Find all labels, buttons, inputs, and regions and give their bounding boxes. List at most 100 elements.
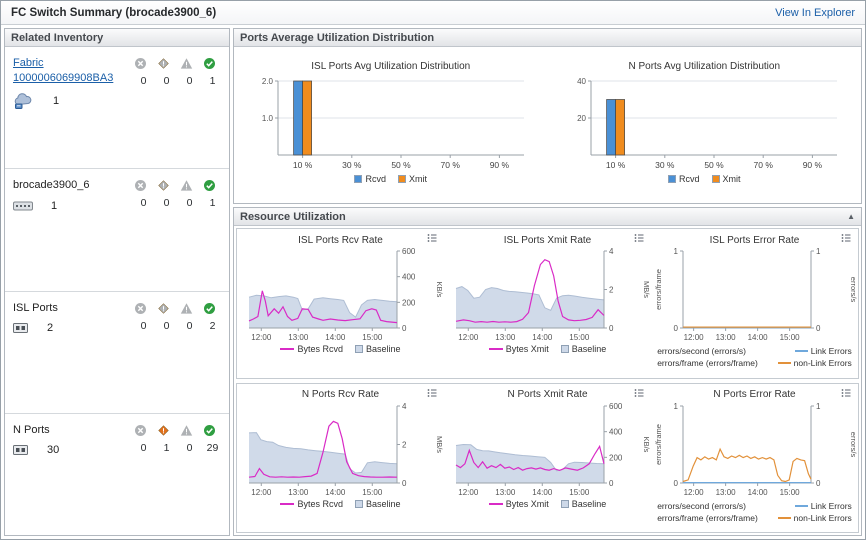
- svg-text:0: 0: [673, 479, 678, 488]
- chart-title: ISL Ports Rcv Rate: [298, 234, 383, 246]
- healthy-status-icon: [203, 57, 222, 70]
- degraded-status-icon: [180, 57, 199, 70]
- svg-text:15:00: 15:00: [779, 333, 800, 342]
- svg-text:13:00: 13:00: [288, 488, 309, 497]
- chart-settings-icon[interactable]: [634, 388, 644, 398]
- chart-title: N Ports Avg Utilization Distribution: [628, 60, 781, 72]
- status-col-degraded: 0: [180, 424, 199, 535]
- line-chart-canvas: 0 200 400 600 KB/s 12:00 13:00 14:00 15:00: [455, 402, 650, 497]
- svg-text:15:00: 15:00: [569, 488, 590, 497]
- status-count-healthy: 29: [206, 441, 219, 454]
- svg-text:400: 400: [609, 427, 623, 436]
- degraded-status-icon: [180, 424, 199, 437]
- status-col-marginal: 0: [157, 302, 176, 413]
- chart-n-ports-xmit-rate: N Ports Xmit Rate 0 200 400 600 KB/s 12:00 13:0…: [444, 384, 651, 533]
- svg-text:30 %: 30 %: [342, 160, 362, 170]
- inventory-row-isl-ports: ISL Ports 2 0 0 0 2: [5, 292, 229, 414]
- ports-utilization-title: Ports Average Utilization Distribution: [240, 31, 435, 44]
- status-count-down: 0: [140, 75, 147, 87]
- legend-line-swatch: [777, 516, 791, 519]
- port-icon: [13, 322, 29, 334]
- inventory-row-brocade3900-6: brocade3900_6 1 0 0 0 1: [5, 169, 229, 292]
- legend-box-swatch: [354, 499, 363, 508]
- chart-settings-icon[interactable]: [841, 233, 851, 243]
- svg-text:1: 1: [816, 247, 821, 256]
- status-count-down: 0: [140, 319, 147, 332]
- legend-line-swatch: [488, 502, 503, 505]
- svg-text:14:00: 14:00: [325, 333, 346, 342]
- svg-text:0: 0: [816, 479, 821, 488]
- legend-line-swatch: [280, 502, 295, 505]
- svg-text:12:00: 12:00: [683, 333, 704, 342]
- chart-legend: Bytes Rcvd Baseline: [280, 499, 401, 509]
- legend-line-swatch: [488, 348, 503, 350]
- chart-n-ports-avg-utilization: N Ports Avg Utilization Distribution 20 40…: [548, 55, 862, 184]
- legend-box-swatch: [711, 175, 720, 183]
- legend-item: Rcvd: [667, 174, 700, 184]
- legend-box-swatch: [560, 499, 569, 508]
- status-grid: 0 0 0 2: [134, 301, 222, 413]
- chart-settings-icon[interactable]: [427, 388, 437, 398]
- status-count-healthy: 2: [209, 319, 216, 332]
- inventory-link-fabric-1000006069908ba3[interactable]: Fabric 1000006069908BA3: [13, 57, 114, 85]
- legend-line-swatch: [794, 504, 808, 507]
- svg-text:1.0: 1.0: [262, 114, 274, 123]
- inventory-count: 1: [51, 199, 58, 212]
- svg-text:4: 4: [402, 402, 407, 411]
- legend-axis-text: errors/second (errors/s): [657, 500, 747, 511]
- inventory-row-fabric-1000006069908ba3: Fabric 1000006069908BA3 1 0 0 0 1: [5, 47, 229, 170]
- svg-text:13:00: 13:00: [495, 488, 516, 497]
- chart-settings-icon[interactable]: [427, 233, 437, 243]
- legend-item: Bytes Rcvd: [280, 499, 343, 509]
- legend-item: Bytes Rcvd: [280, 344, 343, 354]
- chart-legend: errors/second (errors/s) Link Errors error…: [657, 344, 852, 368]
- status-col-marginal: 0: [157, 57, 176, 168]
- status-col-down: 0: [134, 302, 153, 413]
- legend-item: Rcvd: [354, 174, 386, 184]
- chart-settings-icon[interactable]: [634, 233, 644, 243]
- legend-item: Baseline: [560, 499, 606, 509]
- chart-legend: Bytes Xmit Baseline: [488, 499, 606, 509]
- status-count-degraded: 0: [186, 441, 193, 454]
- legend-row: errors/second (errors/s) Link Errors: [657, 346, 852, 356]
- port-icon: [13, 444, 29, 456]
- legend-item: Baseline: [354, 344, 401, 354]
- svg-text:errors/s: errors/s: [849, 277, 857, 303]
- legend-label: non-Link Errors: [793, 358, 852, 368]
- status-grid: 0 0 0 1: [134, 56, 222, 168]
- legend-item: Baseline: [354, 499, 401, 509]
- chart-isl-ports-xmit-rate: ISL Ports Xmit Rate 0 2 4 MB/s 12:00 13:00 14:0…: [444, 229, 651, 378]
- status-grid: 0 0 0 1: [134, 178, 222, 290]
- switch-icon: [13, 200, 33, 212]
- status-col-marginal: 0: [157, 179, 176, 290]
- svg-text:400: 400: [402, 273, 416, 282]
- chart-legend: Rcvd Xmit: [667, 174, 741, 184]
- chart-title: N Ports Rcv Rate: [301, 389, 380, 400]
- legend-label: Link Errors: [810, 346, 852, 356]
- chart-legend: errors/second (errors/s) Link Errors error…: [657, 499, 852, 523]
- legend-line-swatch: [777, 362, 791, 364]
- resource-utilization-title: Resource Utilization: [240, 210, 346, 223]
- chart-settings-icon[interactable]: [841, 388, 851, 398]
- status-count-down: 0: [140, 441, 147, 454]
- svg-text:600: 600: [609, 402, 623, 411]
- legend-axis-text: errors/second (errors/s): [657, 346, 747, 356]
- isl-charts-row: ISL Ports Rcv Rate 0 200 400 600 KB/s 12:00 13:…: [236, 228, 859, 379]
- svg-text:15:00: 15:00: [362, 488, 383, 497]
- legend-label: Link Errors: [810, 500, 852, 511]
- svg-text:MB/s: MB/s: [642, 281, 650, 298]
- svg-text:0: 0: [402, 479, 407, 488]
- view-in-explorer-link[interactable]: View In Explorer: [775, 6, 855, 19]
- related-inventory-title: Related Inventory: [11, 31, 104, 44]
- svg-text:30 %: 30 %: [655, 160, 675, 170]
- legend-item: Bytes Xmit: [488, 344, 549, 354]
- legend-row: errors/frame (errors/frame) non-Link Erro…: [657, 358, 852, 368]
- chart-n-ports-error-rate: N Ports Error Rate 0 1 errors/frame 0 1 errors…: [651, 384, 858, 533]
- ports-utilization-body: ISL Ports Avg Utilization Distribution 1.…: [234, 47, 861, 203]
- svg-text:40: 40: [577, 77, 586, 86]
- collapse-panel-icon[interactable]: ▲: [847, 211, 855, 221]
- svg-text:90 %: 90 %: [489, 160, 509, 170]
- chart-n-ports-rcv-rate: N Ports Rcv Rate 0 2 4 MB/s 12:00 13:00 14:00 15…: [237, 384, 444, 533]
- svg-text:0: 0: [609, 324, 614, 333]
